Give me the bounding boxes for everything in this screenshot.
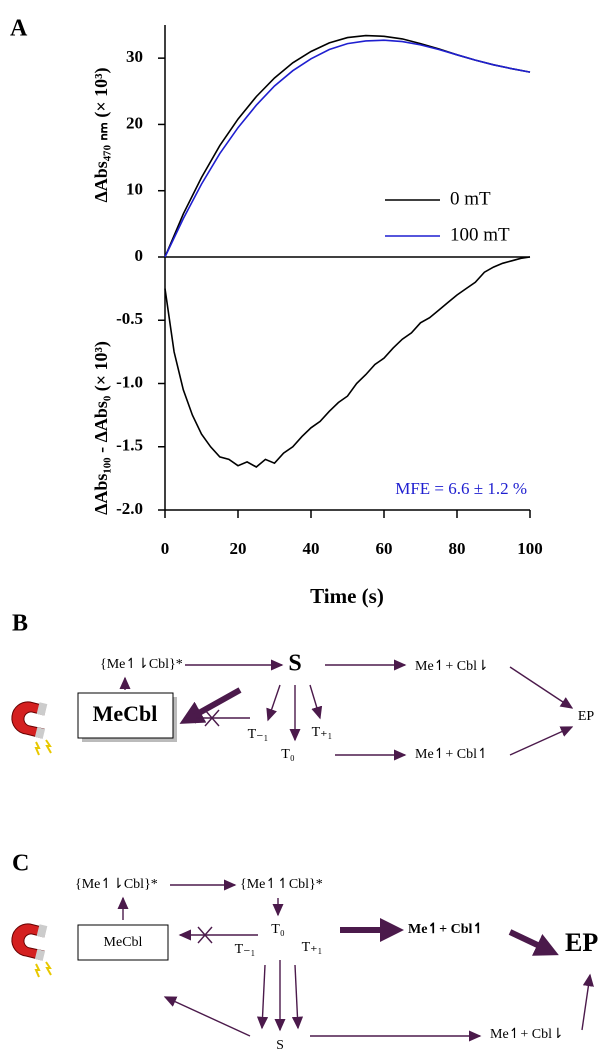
arrow [509, 666, 574, 709]
arrow [291, 964, 304, 1030]
node: Me↿+ Cbl↿ [408, 922, 484, 937]
cross [204, 709, 220, 727]
cross [197, 926, 213, 944]
y-tick-label: -1.0 [116, 372, 143, 391]
node: Me↿+ Cbl⇂ [490, 1027, 564, 1042]
y-tick-label: -1.5 [116, 436, 143, 455]
arrow [266, 684, 281, 722]
legend-label: 100 mT [450, 224, 510, 245]
data-line [164, 256, 531, 468]
x-axis-title: Time (s) [310, 584, 384, 608]
magnet-icon [10, 700, 52, 756]
x-tick-label: 40 [303, 539, 320, 558]
box [77, 692, 174, 739]
node: T₊₁ [302, 940, 323, 955]
x-tick-label: 0 [161, 539, 170, 558]
panel-label: A [10, 16, 28, 42]
node: T₋₁ [235, 942, 256, 957]
arrow [509, 726, 574, 756]
diagram-c: C {Me↿⇂Cbl}* {Me↿↿Cbl}* MeCbl T₀ T₋₁ T₊₁… [10, 851, 598, 1052]
panel-label: C [12, 851, 29, 877]
node: {Me↿⇂Cbl}* [100, 657, 183, 672]
node: T₀ [281, 747, 295, 762]
node: T₀ [271, 922, 285, 937]
y-tick-label: 30 [126, 47, 143, 66]
node: EP [565, 928, 598, 957]
magnet-icon [10, 922, 52, 978]
node: {Me↿⇂Cbl}* [75, 877, 158, 892]
node: {Me↿↿Cbl}* [240, 877, 323, 892]
node: T₊₁ [312, 725, 333, 740]
node: S [276, 1038, 284, 1052]
node: T₋₁ [248, 727, 269, 742]
x-tick-label: 60 [376, 539, 393, 558]
y-tick-label: 10 [126, 180, 143, 199]
node: MeCbl [104, 935, 143, 950]
x-tick-label: 100 [517, 539, 543, 558]
y-axis-title: ΔAbs₁₀₀ - ΔAbs₀ (× 10³) [91, 341, 112, 515]
panel-label: B [12, 611, 28, 637]
node: EP [578, 709, 595, 724]
x-tick-label: 20 [230, 539, 247, 558]
y-tick-label: -2.0 [116, 499, 143, 518]
arrow [256, 964, 269, 1030]
y-tick-label: -0.5 [116, 309, 143, 328]
arrow [163, 996, 251, 1037]
arrow [508, 929, 559, 956]
arrow [581, 973, 594, 1031]
node: S [288, 651, 301, 677]
node: Me↿+ Cbl↿ [415, 747, 489, 762]
legend-label: 0 mT [450, 188, 491, 209]
y-axis-title: ΔAbs₄₇₀ ₙₘ (× 10³) [91, 67, 112, 202]
y-tick-label: 20 [126, 113, 143, 132]
x-tick-label: 80 [449, 539, 466, 558]
box [77, 924, 169, 961]
node: MeCbl [93, 701, 158, 726]
diagram-b: B {Me↿⇂Cbl}* S Me↿+ Cbl⇂ EP MeCbl T₋₁ T₀… [10, 611, 595, 762]
y-tick-label: 0 [135, 246, 144, 265]
node: Me↿+ Cbl⇂ [415, 659, 489, 674]
arrow [179, 687, 242, 724]
arrow [309, 684, 323, 720]
annotation: MFE = 6.6 ± 1.2 % [395, 479, 527, 498]
data-line [164, 39, 531, 258]
